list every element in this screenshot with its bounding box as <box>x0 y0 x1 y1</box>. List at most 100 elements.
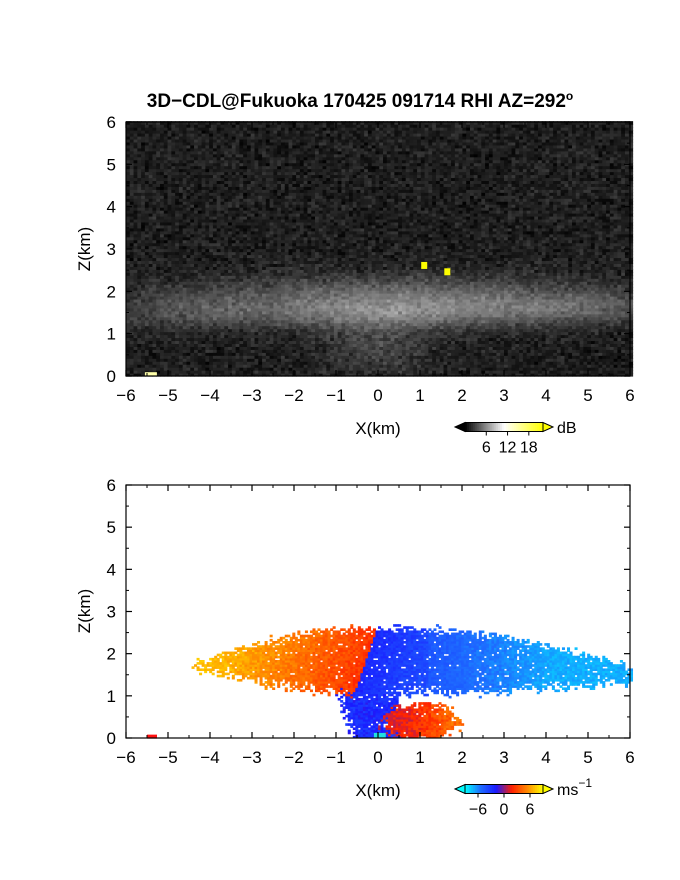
intensity-cell <box>212 233 218 238</box>
intensity-cell <box>141 346 146 350</box>
intensity-cell <box>144 174 150 179</box>
intensity-cell <box>186 293 191 297</box>
intensity-cell <box>220 180 225 184</box>
intensity-cell <box>137 352 142 356</box>
intensity-cell <box>167 171 172 176</box>
intensity-cell <box>212 124 218 128</box>
intensity-cell <box>228 121 233 125</box>
intensity-cell <box>156 349 161 353</box>
intensity-cell <box>220 204 225 208</box>
intensity-cell <box>167 358 172 362</box>
intensity-cell <box>220 334 225 339</box>
intensity-cell <box>163 195 169 199</box>
intensity-cell <box>186 207 191 211</box>
intensity-cell <box>239 242 244 247</box>
intensity-cell <box>224 358 229 362</box>
intensity-cell <box>182 319 188 324</box>
intensity-cell <box>152 367 157 371</box>
intensity-cell <box>220 266 225 270</box>
intensity-cell <box>163 328 169 333</box>
intensity-cell <box>144 346 150 350</box>
intensity-cell <box>235 313 240 318</box>
intensity-cell <box>220 364 225 368</box>
intensity-cell <box>220 133 225 137</box>
intensity-cell <box>231 236 237 241</box>
intensity-cell <box>178 281 184 285</box>
intensity-cell <box>235 153 240 158</box>
intensity-cell <box>148 334 154 339</box>
intensity-cell <box>235 364 240 368</box>
intensity-cell <box>250 284 256 288</box>
intensity-cell <box>209 147 214 152</box>
intensity-cell <box>152 263 157 267</box>
intensity-cell <box>133 236 138 241</box>
intensity-cell <box>231 263 237 267</box>
intensity-cell <box>129 269 135 273</box>
intensity-cell <box>163 133 169 137</box>
intensity-cell <box>216 304 222 309</box>
intensity-cell <box>163 183 169 187</box>
intensity-cell <box>133 233 138 238</box>
intensity-cell <box>243 124 248 128</box>
intensity-cell <box>137 180 142 184</box>
intensity-cell <box>144 227 150 232</box>
intensity-cell <box>141 138 146 143</box>
intensity-cell <box>201 257 206 262</box>
intensity-cell <box>126 367 131 371</box>
intensity-cell <box>224 221 229 226</box>
intensity-cell <box>126 221 131 226</box>
intensity-cell <box>167 239 172 244</box>
intensity-cell <box>160 242 165 247</box>
intensity-cell <box>167 130 172 134</box>
intensity-cell <box>231 213 237 217</box>
intensity-cell <box>243 239 248 244</box>
intensity-cell <box>126 201 131 205</box>
intensity-cell <box>171 269 176 273</box>
intensity-cell <box>231 310 237 315</box>
intensity-cell <box>175 367 180 371</box>
intensity-cell <box>224 180 229 184</box>
intensity-cell <box>137 245 142 250</box>
intensity-cell <box>231 156 237 161</box>
intensity-cell <box>126 218 131 223</box>
intensity-cell <box>250 349 256 353</box>
intensity-cell <box>156 269 161 273</box>
intensity-cell <box>209 364 214 368</box>
intensity-cell <box>178 272 184 276</box>
intensity-cell <box>152 221 157 226</box>
intensity-cell <box>178 334 184 339</box>
intensity-cell <box>182 263 188 267</box>
intensity-cell <box>167 245 172 250</box>
intensity-cell <box>235 307 240 312</box>
intensity-cell <box>186 248 191 253</box>
intensity-cell <box>235 346 240 350</box>
intensity-cell <box>156 133 161 137</box>
intensity-cell <box>209 310 214 315</box>
intensity-cell <box>137 177 142 182</box>
intensity-cell <box>201 340 206 345</box>
intensity-cell <box>190 153 195 158</box>
intensity-cell <box>212 150 218 155</box>
intensity-cell <box>171 355 176 359</box>
intensity-cell <box>167 138 172 143</box>
intensity-cell <box>156 248 161 253</box>
intensity-cell <box>243 150 248 155</box>
intensity-cell <box>235 370 240 374</box>
intensity-cell <box>231 298 237 303</box>
intensity-cell <box>235 130 240 134</box>
intensity-cell <box>141 352 146 356</box>
intensity-cell <box>194 201 199 205</box>
intensity-cell <box>178 227 184 232</box>
intensity-cell <box>175 218 180 223</box>
intensity-cell <box>178 331 184 336</box>
intensity-cell <box>133 165 138 170</box>
intensity-cell <box>182 370 188 374</box>
intensity-cell <box>137 361 142 365</box>
intensity-cell <box>235 165 240 170</box>
intensity-cell <box>224 239 229 244</box>
intensity-cell <box>175 355 180 359</box>
intensity-cell <box>167 290 172 294</box>
intensity-cell <box>231 370 237 374</box>
intensity-cell <box>133 153 138 158</box>
intensity-cell <box>212 349 218 353</box>
